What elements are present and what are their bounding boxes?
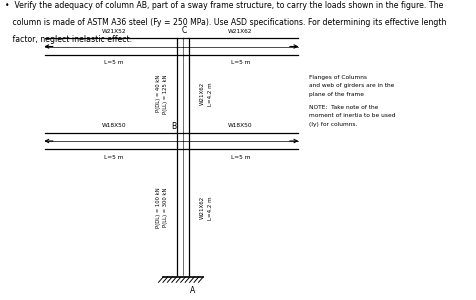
Text: L=5 m: L=5 m: [105, 155, 124, 160]
Text: L=4.2 m: L=4.2 m: [208, 196, 213, 220]
Text: Flanges of Columns: Flanges of Columns: [309, 75, 367, 80]
Text: L=5 m: L=5 m: [105, 60, 124, 65]
Text: plane of the frame: plane of the frame: [309, 92, 365, 97]
Text: W18X50: W18X50: [102, 123, 127, 128]
Text: and web of girders are in the: and web of girders are in the: [309, 83, 395, 88]
Text: B: B: [171, 122, 176, 131]
Text: W21X62: W21X62: [200, 82, 205, 105]
Text: P(LL) = 300 kN: P(LL) = 300 kN: [163, 188, 168, 227]
Text: W21X62: W21X62: [200, 196, 205, 219]
Text: W21X62: W21X62: [228, 29, 253, 34]
Text: NOTE:  Take note of the: NOTE: Take note of the: [309, 105, 379, 110]
Text: L=4.2 m: L=4.2 m: [208, 82, 213, 106]
Text: P(DL) = 100 kN: P(DL) = 100 kN: [156, 188, 160, 228]
Text: L=5 m: L=5 m: [231, 155, 250, 160]
Text: L=5 m: L=5 m: [231, 60, 250, 65]
Text: factor, neglect inelastic effect.: factor, neglect inelastic effect.: [5, 34, 132, 43]
Text: •  Verify the adequacy of column AB, part of a sway frame structure, to carry th: • Verify the adequacy of column AB, part…: [5, 2, 443, 10]
Text: A: A: [190, 286, 196, 295]
Text: moment of inertia to be used: moment of inertia to be used: [309, 113, 396, 119]
Text: (Iy) for columns.: (Iy) for columns.: [309, 122, 358, 127]
Text: P(LL) = 125 kN: P(LL) = 125 kN: [163, 74, 168, 113]
Text: W21X52: W21X52: [102, 29, 127, 34]
Text: P(DL) = 40 kN: P(DL) = 40 kN: [156, 75, 160, 112]
Text: W18X50: W18X50: [228, 123, 253, 128]
Text: column is made of ASTM A36 steel (Fy = 250 MPa). Use ASD specifications. For det: column is made of ASTM A36 steel (Fy = 2…: [5, 18, 446, 27]
Text: C: C: [182, 26, 188, 35]
